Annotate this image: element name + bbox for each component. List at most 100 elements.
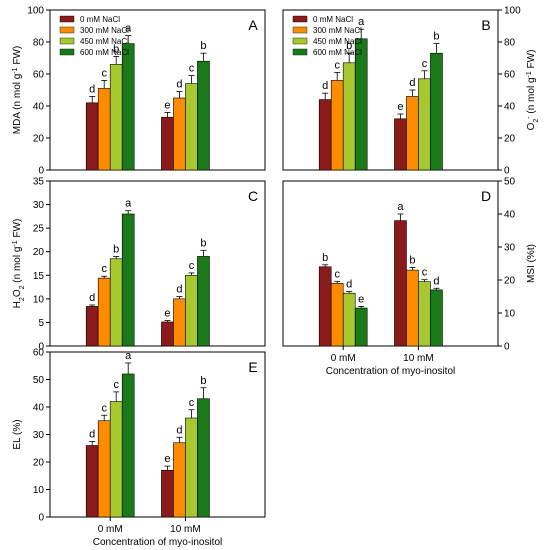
y-tick-label: 5	[38, 318, 44, 329]
bar	[354, 38, 368, 171]
significance-letter: d	[322, 80, 328, 92]
bar	[185, 83, 198, 171]
bar	[418, 281, 431, 347]
bar	[121, 373, 135, 518]
legend-label: 450 mM NaCl	[80, 37, 129, 46]
significance-letter: c	[189, 63, 195, 75]
x-axis-label: Concentration of myo-inositol	[326, 366, 456, 377]
significance-letter: b	[200, 40, 206, 52]
legend-label: 600 mM NaCl	[313, 48, 362, 57]
bar	[330, 80, 344, 171]
significance-letter: d	[433, 275, 439, 287]
bar	[161, 321, 174, 347]
bar	[161, 116, 174, 171]
bar	[173, 97, 186, 171]
y-tick-label: 0	[504, 166, 510, 177]
bar	[85, 306, 99, 347]
y-tick-label: 40	[33, 102, 45, 113]
bar	[342, 62, 356, 171]
significance-letter: e	[397, 101, 403, 113]
significance-letter: c	[189, 260, 195, 272]
legend-swatch	[59, 26, 75, 34]
significance-letter: d	[176, 79, 182, 91]
bar	[354, 307, 368, 347]
bar	[394, 220, 407, 347]
y-tick-label: 40	[504, 102, 516, 113]
legend-label: 300 mM NaCl	[80, 26, 129, 35]
bar	[406, 269, 419, 347]
significance-letter: d	[89, 292, 95, 304]
significance-letter: a	[125, 350, 132, 362]
y-tick-label: 20	[504, 276, 516, 287]
plot-frame	[282, 180, 499, 347]
bar	[121, 213, 135, 347]
significance-letter: b	[200, 237, 206, 249]
significance-letter: a	[397, 201, 404, 213]
y-tick-label: 30	[33, 200, 45, 211]
bar	[85, 445, 99, 518]
plot-frame	[282, 9, 499, 171]
y-tick-label: 10	[504, 309, 516, 320]
y-tick-label: 30	[33, 430, 45, 441]
y-axis-label: O2- (n mol g-1 FW)	[526, 50, 540, 131]
y-tick-label: 80	[33, 38, 45, 49]
plot-frame	[49, 9, 266, 171]
bar	[121, 43, 135, 171]
bar	[85, 102, 99, 171]
legend-label: 0 mM NaCl	[313, 15, 353, 24]
bar	[342, 292, 356, 347]
y-tick-label: 40	[33, 403, 45, 414]
bar	[97, 420, 111, 518]
bar	[418, 78, 431, 171]
y-tick-label: 20	[33, 134, 45, 145]
x-tick-label: 0 mM	[98, 524, 123, 535]
significance-letter: e	[164, 453, 170, 465]
significance-letter: c	[422, 267, 428, 279]
significance-letter: e	[358, 293, 364, 305]
panel-letter: C	[248, 188, 258, 204]
significance-letter: d	[176, 424, 182, 436]
significance-letter: b	[433, 31, 439, 43]
plot-frame	[49, 180, 266, 347]
legend-label: 300 mM NaCl	[313, 26, 362, 35]
panel-letter: E	[248, 359, 257, 375]
y-tick-label: 100	[504, 6, 521, 17]
bar	[197, 398, 210, 518]
y-axis-label: H2O2 (n mol g-1 FW)	[12, 219, 26, 309]
bar	[97, 277, 111, 347]
y-tick-label: 60	[504, 70, 516, 81]
legend-label: 0 mM NaCl	[80, 15, 120, 24]
y-tick-label: 60	[33, 70, 45, 81]
legend-swatch	[292, 37, 308, 45]
bar	[185, 417, 198, 518]
x-axis-label: Concentration of myo-inositol	[93, 537, 223, 548]
legend-label: 600 mM NaCl	[80, 48, 129, 57]
bar	[109, 64, 123, 171]
significance-letter: c	[334, 268, 340, 280]
y-axis-label: MSI (%t)	[526, 244, 537, 283]
significance-letter: a	[125, 198, 132, 210]
bar	[109, 258, 123, 347]
plot-frame	[49, 351, 266, 518]
y-tick-label: 20	[504, 134, 516, 145]
significance-letter: c	[334, 59, 340, 71]
bar	[185, 274, 198, 347]
panel-letter: A	[248, 17, 258, 33]
y-tick-label: 10	[33, 294, 45, 305]
legend-swatch	[292, 15, 308, 23]
significance-letter: b	[200, 375, 206, 387]
y-tick-label: 0	[504, 342, 510, 353]
significance-letter: d	[409, 77, 415, 89]
significance-letter: e	[164, 99, 170, 111]
y-tick-label: 0	[38, 166, 44, 177]
bar	[430, 289, 443, 347]
x-tick-label: 10 mM	[403, 353, 434, 364]
bar	[430, 52, 443, 171]
y-tick-label: 20	[33, 247, 45, 258]
significance-letter: c	[101, 402, 107, 414]
legend-swatch	[292, 26, 308, 34]
bar	[173, 298, 186, 347]
bar	[394, 118, 407, 171]
